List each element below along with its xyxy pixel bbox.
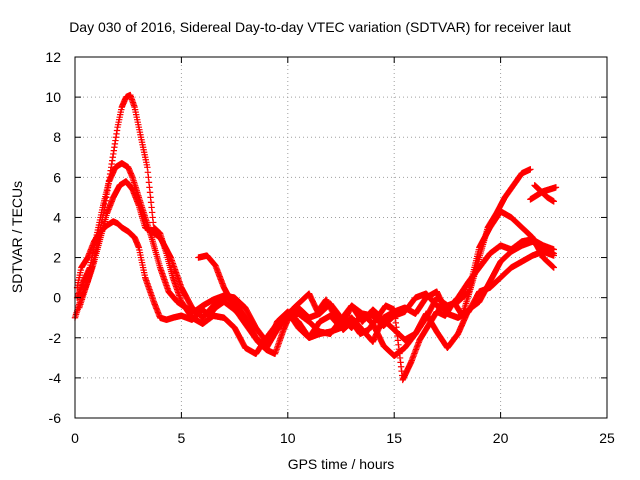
x-tick-label: 25 <box>599 430 615 446</box>
x-tick-label: 0 <box>71 430 79 446</box>
data-point <box>550 264 557 271</box>
y-tick-label: -4 <box>49 370 62 386</box>
y-tick-label: 12 <box>45 49 61 65</box>
y-tick-label: 6 <box>53 169 61 185</box>
x-tick-label: 5 <box>178 430 186 446</box>
series-track-5 <box>195 166 534 384</box>
x-tick-label: 20 <box>493 430 509 446</box>
data-series <box>71 91 560 384</box>
chart-title: Day 030 of 2016, Sidereal Day-to-day VTE… <box>69 19 571 35</box>
y-tick-label: -6 <box>49 410 62 426</box>
x-tick-label: 10 <box>280 430 296 446</box>
y-tick-label: 8 <box>53 129 61 145</box>
y-tick-label: 4 <box>53 209 61 225</box>
x-tick-label: 15 <box>386 430 402 446</box>
y-tick-label: 0 <box>53 290 61 306</box>
x-axis-label: GPS time / hours <box>287 456 395 472</box>
axis-ticks: 0 5 10 15 20 25 -6 -4 -2 0 2 4 6 8 10 12 <box>45 49 615 446</box>
y-tick-label: 10 <box>45 89 61 105</box>
data-point <box>550 246 557 253</box>
y-tick-label: 2 <box>53 250 61 266</box>
y-tick-label: -2 <box>49 330 62 346</box>
grid-lines <box>75 57 607 418</box>
